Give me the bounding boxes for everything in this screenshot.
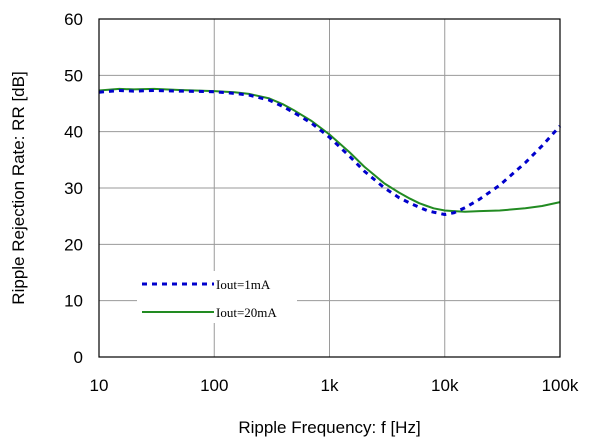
y-tick-labels: 0 10 20 30 40 50 60 (64, 10, 83, 367)
x-tick-label: 10 (90, 376, 109, 395)
series-line-iout-1ma (98, 89, 562, 216)
y-axis-title: Ripple Rejection Rate: RR [dB] (9, 71, 28, 304)
x-tick-label: 100 (200, 376, 228, 395)
x-tick-label: 10k (431, 376, 459, 395)
legend-label-iout-20ma: Iout=20mA (216, 305, 277, 320)
legend-box (137, 271, 297, 323)
x-axis-title: Ripple Frequency: f [Hz] (238, 418, 420, 437)
y-tick-label: 0 (74, 348, 83, 367)
y-tick-label: 50 (64, 66, 83, 85)
legend-label-iout-1ma: Iout=1mA (216, 277, 271, 292)
y-tick-label: 10 (64, 292, 83, 311)
plot-frame (98, 18, 561, 358)
y-tick-label: 60 (64, 10, 83, 29)
series-layer (98, 87, 562, 216)
x-tick-label: 1k (321, 376, 339, 395)
y-tick-label: 30 (64, 179, 83, 198)
y-tick-label: 40 (64, 123, 83, 142)
x-tick-label: 100k (542, 376, 579, 395)
y-tick-label: 20 (64, 235, 83, 254)
legend: Iout=1mA Iout=20mA (137, 271, 297, 323)
x-tick-labels: 10 100 1k 10k 100k (90, 376, 579, 395)
